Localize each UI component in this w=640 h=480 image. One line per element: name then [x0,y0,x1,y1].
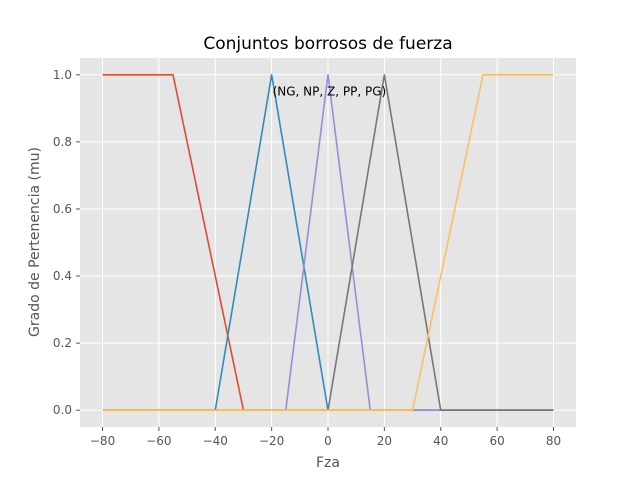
chart-annotation: (NG, NP, Z, PP, PG) [273,85,387,99]
x-tick-label: 40 [433,434,448,448]
x-tick-label: −40 [203,434,228,448]
series-line-5 [102,73,554,412]
y-tick-label: 0.8 [53,135,72,149]
x-tick-label: 80 [546,434,561,448]
y-tick-label: 0.2 [53,336,72,350]
x-tick-label: −20 [259,434,284,448]
x-tick-label: 0 [324,434,332,448]
x-tick-label: −80 [90,434,115,448]
x-axis-label: Fza [316,455,340,471]
x-tick-label: −60 [146,434,171,448]
x-tick-label: 60 [489,434,504,448]
y-tick-label: 0.0 [53,403,72,417]
y-tick-label: 0.4 [53,269,72,283]
chart-title: Conjuntos borrosos de fuerza [203,34,452,54]
x-tick-label: 20 [377,434,392,448]
series-layer [102,73,554,412]
ticks: −80 −60 −40 −20 0 20 40 60 80 0.0 0.2 0.4 0.6 0.8 1.0 [53,68,561,448]
y-axis-label: Grado de Pertenencia (mu) [27,147,43,337]
y-tick-label: 0.6 [53,202,72,216]
y-tick-label: 1.0 [53,68,72,82]
